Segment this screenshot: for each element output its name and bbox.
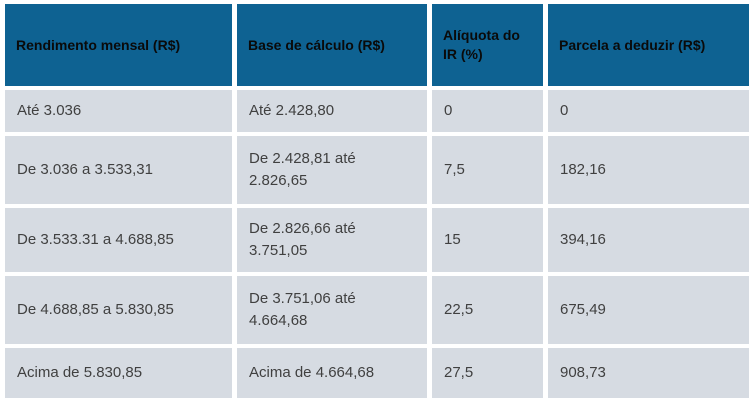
table-cell: 0 bbox=[432, 90, 543, 132]
table-cell: 182,16 bbox=[548, 136, 749, 204]
column-header-rendimento-mensal: Rendimento mensal (R$) bbox=[5, 4, 232, 86]
table-cell: De 2.826,66 até 3.751,05 bbox=[237, 208, 427, 272]
table-cell: 27,5 bbox=[432, 348, 543, 398]
table-row: Até 3.036 Até 2.428,80 0 0 bbox=[5, 90, 749, 132]
table-cell: De 3.036 a 3.533,31 bbox=[5, 136, 232, 204]
table-cell: 22,5 bbox=[432, 276, 543, 344]
table-row: De 3.036 a 3.533,31 De 2.428,81 até 2.82… bbox=[5, 136, 749, 204]
table-cell: 7,5 bbox=[432, 136, 543, 204]
table-row: De 3.533.31 a 4.688,85 De 2.826,66 até 3… bbox=[5, 208, 749, 272]
table-cell: De 3.751,06 até 4.664,68 bbox=[237, 276, 427, 344]
table-cell: Até 3.036 bbox=[5, 90, 232, 132]
table-cell: 675,49 bbox=[548, 276, 749, 344]
column-header-base-de-calculo: Base de cálculo (R$) bbox=[237, 4, 427, 86]
table-cell: Até 2.428,80 bbox=[237, 90, 427, 132]
table-row: De 4.688,85 a 5.830,85 De 3.751,06 até 4… bbox=[5, 276, 749, 344]
table-cell: De 4.688,85 a 5.830,85 bbox=[5, 276, 232, 344]
table-cell: De 2.428,81 até 2.826,65 bbox=[237, 136, 427, 204]
table-cell: Acima de 5.830,85 bbox=[5, 348, 232, 398]
table-cell: De 3.533.31 a 4.688,85 bbox=[5, 208, 232, 272]
table-cell: Acima de 4.664,68 bbox=[237, 348, 427, 398]
table-cell: 0 bbox=[548, 90, 749, 132]
table-cell: 394,16 bbox=[548, 208, 749, 272]
column-header-parcela-a-deduzir: Parcela a deduzir (R$) bbox=[548, 4, 749, 86]
table-row: Acima de 5.830,85 Acima de 4.664,68 27,5… bbox=[5, 348, 749, 398]
column-header-aliquota-ir: Alíquota do IR (%) bbox=[432, 4, 543, 86]
table-header-row: Rendimento mensal (R$) Base de cálculo (… bbox=[5, 4, 749, 86]
table-cell: 908,73 bbox=[548, 348, 749, 398]
table-cell: 15 bbox=[432, 208, 543, 272]
